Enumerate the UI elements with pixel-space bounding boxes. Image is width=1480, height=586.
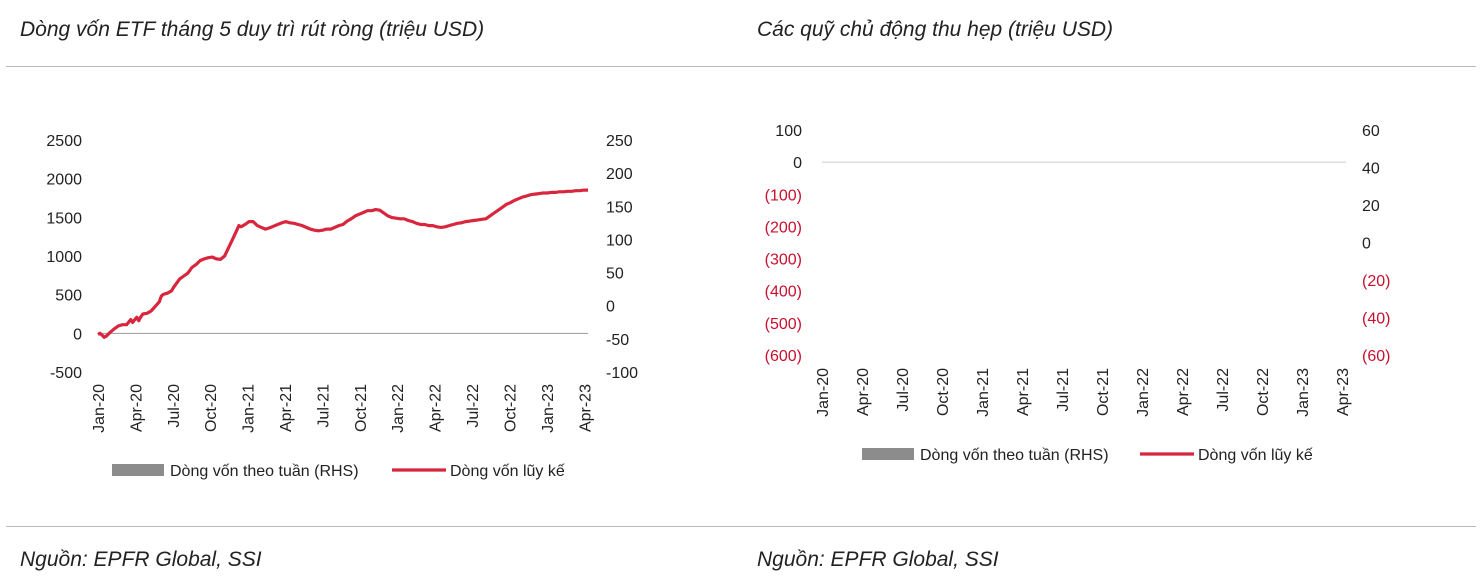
x-tick-label: Apr-23	[577, 384, 594, 432]
cumulative-flow-line	[97, 188, 588, 339]
x-tick-label: Jan-23	[540, 384, 557, 433]
x-tick-label: Jan-23	[1295, 368, 1312, 417]
y-right-tick-label: -50	[606, 332, 629, 349]
y-right-tick-label: 60	[1362, 123, 1380, 140]
legend-cumulative-label: Dòng vốn lũy kế	[1198, 447, 1313, 464]
y-right-tick-label: 0	[606, 299, 615, 316]
y-left-tick-label: (200)	[765, 219, 802, 236]
legend-cumulative-label: Dòng vốn lũy kế	[450, 463, 565, 480]
y-left-tick-label: (500)	[765, 316, 802, 333]
y-left-tick-label: 2000	[46, 172, 82, 189]
y-left-tick-label: 100	[775, 123, 802, 140]
legend-bar-swatch	[862, 448, 914, 460]
right-source-note: Nguồn: EPFR Global, SSI	[757, 548, 999, 571]
x-tick-label: Jul-22	[465, 384, 482, 428]
x-tick-label: Apr-22	[1175, 368, 1192, 416]
right-chart: 100 0 (100) (200) (300) (400) (500) (600) 60 40 20…	[765, 123, 1391, 464]
y-left-tick-label: 2500	[46, 133, 82, 150]
legend-weekly-label: Dòng vốn theo tuần (RHS)	[170, 463, 359, 480]
y-left-tick-label: (100)	[765, 187, 802, 204]
y-left-tick-label: (400)	[765, 284, 802, 301]
x-tick-label: Apr-20	[128, 384, 145, 432]
x-tick-label: Apr-20	[855, 368, 872, 416]
legend-weekly-label: Dòng vốn theo tuần (RHS)	[920, 447, 1109, 464]
y-right-tick-label: -100	[606, 365, 638, 382]
y-left-tick-label: -500	[50, 365, 82, 382]
x-tick-label: Jul-20	[166, 384, 183, 428]
left-chart: 25002000150010005000-500250200150100500-…	[46, 133, 638, 480]
x-tick-label: Apr-23	[1335, 368, 1352, 416]
y-right-tick-label: 0	[1362, 236, 1371, 253]
x-tick-label: Oct-21	[1095, 368, 1112, 416]
legend-bar-swatch	[112, 464, 164, 476]
x-tick-label: Jul-21	[315, 384, 332, 428]
y-left-tick-label: 1500	[46, 210, 82, 227]
x-tick-label: Jan-21	[975, 368, 992, 417]
x-tick-label: Oct-21	[353, 384, 370, 432]
y-right-tick-label: 100	[606, 232, 633, 249]
y-right-tick-label: 150	[606, 199, 633, 216]
y-right-tick-label: 200	[606, 166, 633, 183]
x-tick-label: Jan-22	[390, 384, 407, 433]
y-left-tick-label: 500	[55, 288, 82, 305]
x-tick-label: Jul-21	[1055, 368, 1072, 412]
y-right-tick-label: (60)	[1362, 348, 1390, 365]
x-tick-label: Apr-21	[278, 384, 295, 432]
x-tick-label: Apr-22	[428, 384, 445, 432]
x-tick-label: Jan-20	[91, 384, 108, 433]
left-chart-title: Dòng vốn ETF tháng 5 duy trì rút ròng (t…	[20, 18, 485, 41]
y-left-tick-label: (600)	[765, 348, 802, 365]
y-right-tick-label: 250	[606, 133, 633, 150]
y-left-tick-label: (300)	[765, 252, 802, 269]
x-tick-label: Jul-22	[1215, 368, 1232, 412]
x-tick-label: Jul-20	[895, 368, 912, 412]
x-tick-label: Oct-20	[203, 384, 220, 432]
x-tick-label: Jan-21	[241, 384, 258, 433]
y-left-tick-label: 0	[73, 326, 82, 343]
x-tick-label: Jan-22	[1135, 368, 1152, 417]
bottom-divider	[6, 526, 1476, 527]
x-tick-label: Oct-20	[935, 368, 952, 416]
x-tick-label: Jan-20	[815, 368, 832, 417]
x-tick-label: Apr-21	[1015, 368, 1032, 416]
top-divider	[6, 66, 1476, 67]
y-right-tick-label: (40)	[1362, 311, 1390, 328]
right-chart-title: Các quỹ chủ động thu hẹp (triệu USD)	[757, 18, 1114, 41]
x-tick-label: Oct-22	[1255, 368, 1272, 416]
y-right-tick-label: 20	[1362, 198, 1380, 215]
x-tick-label: Oct-22	[502, 384, 519, 432]
y-left-tick-label: 1000	[46, 249, 82, 266]
y-right-tick-label: 40	[1362, 161, 1380, 178]
y-right-tick-label: (20)	[1362, 273, 1390, 290]
y-left-tick-label: 0	[793, 155, 802, 172]
y-right-tick-label: 50	[606, 266, 624, 283]
left-source-note: Nguồn: EPFR Global, SSI	[20, 548, 262, 571]
